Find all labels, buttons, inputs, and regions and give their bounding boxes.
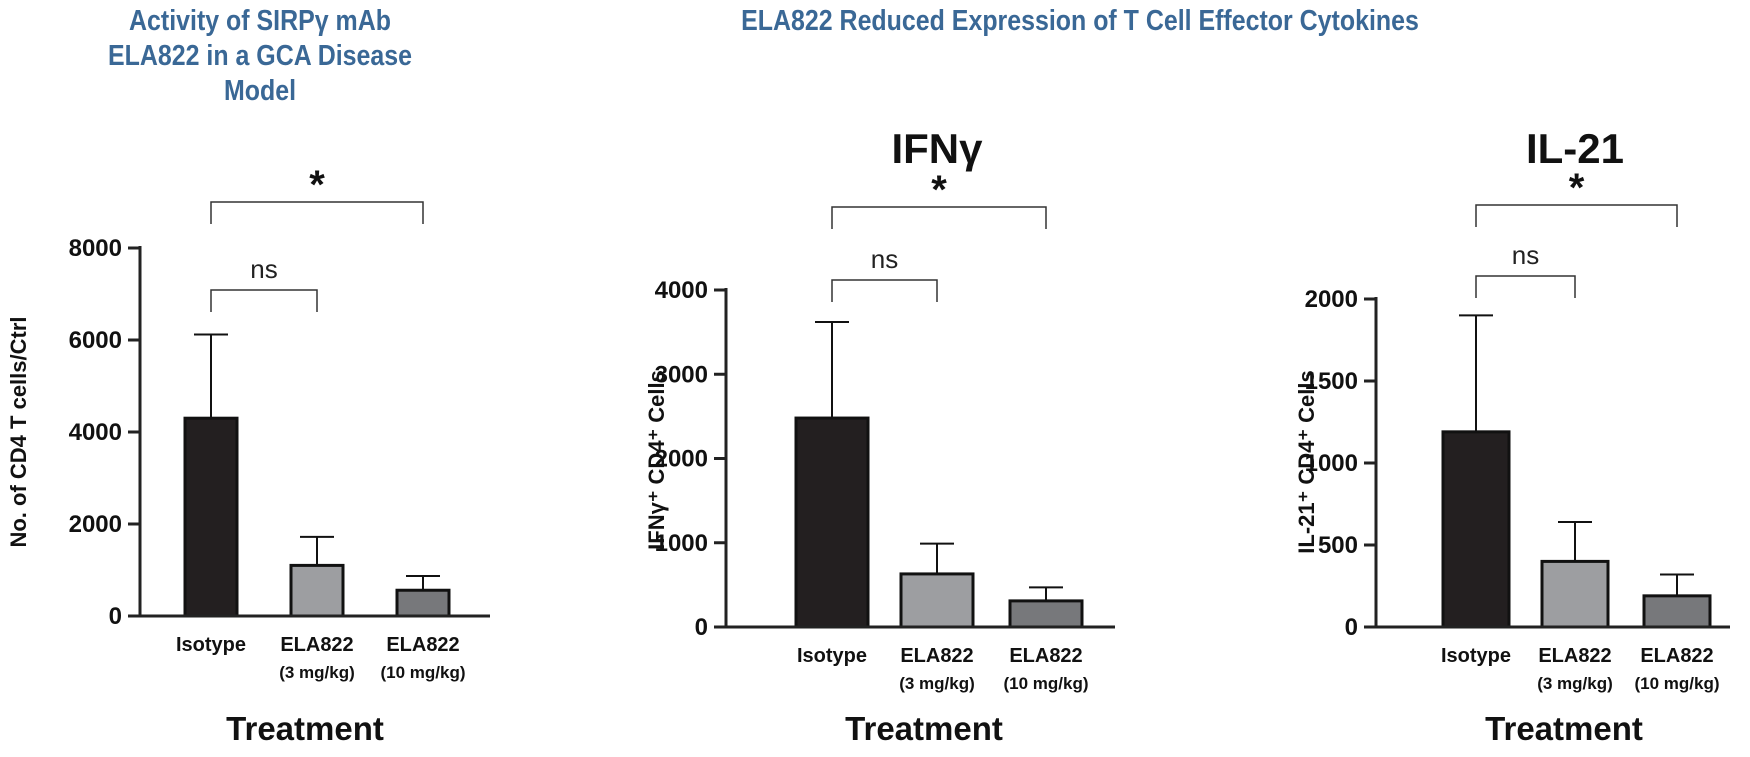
chart-1: 0 2000 4000 6000 8000 Isotype ELA822 (3 mg/kg) E…: [6, 163, 490, 747]
y-axis-label: IFNγ⁺ CD4⁺ Cells: [644, 370, 669, 550]
category-label-3: ELA822: [1640, 645, 1713, 667]
significance-bracket-1: [210, 289, 318, 312]
bar-3: [1008, 599, 1084, 629]
chart-3: IL-21 0 500 1000 1500 2000 Isotype ELA822 (3 mg/…: [1294, 125, 1730, 747]
category-sublabel-2: (3 mg/kg): [1537, 674, 1613, 693]
category-sublabel-2: (3 mg/kg): [899, 674, 975, 693]
category-label-2: ELA822: [900, 645, 973, 667]
category-sublabel-3: (10 mg/kg): [1634, 674, 1719, 693]
category-label-1: Isotype: [1441, 645, 1511, 667]
y-tick-label: 0: [109, 603, 122, 630]
category-sublabel-3: (10 mg/kg): [1003, 674, 1088, 693]
category-label-3: ELA822: [1009, 645, 1082, 667]
category-label-2: ELA822: [280, 634, 353, 656]
significance-bracket-1: [1475, 275, 1576, 298]
chart-title: IL-21: [1526, 125, 1624, 172]
x-axis-label: Treatment: [845, 710, 1003, 747]
y-tick-label: 3000: [655, 361, 708, 388]
y-axis-label: No. of CD4 T cells/Ctrl: [6, 316, 31, 547]
significance-bracket-2: [1475, 204, 1678, 227]
left-section-title: Activity of SIRPγ mAb ELA822 in a GCA Di…: [107, 5, 413, 107]
y-tick-label: 8000: [69, 235, 122, 262]
significance-label-2: *: [309, 163, 325, 207]
y-tick-label: 1000: [655, 530, 708, 557]
bar-3: [1642, 594, 1712, 629]
y-tick-label: 1500: [1305, 368, 1358, 395]
y-tick-label: 2000: [69, 511, 122, 538]
x-axis-label: Treatment: [1485, 710, 1643, 747]
category-label-1: Isotype: [797, 645, 867, 667]
bar-1: [183, 416, 239, 618]
y-tick-label: 6000: [69, 327, 122, 354]
y-tick-label: 1000: [1305, 450, 1358, 477]
bar-1: [794, 416, 870, 629]
category-label-2: ELA822: [1538, 645, 1611, 667]
significance-label-2: *: [931, 168, 947, 212]
chart-2: IFNγ 0 1000 2000 3000 4000 Isotype ELA822 (3 mg/…: [644, 125, 1115, 747]
right-section-title: ELA822 Reduced Expression of T Cell Effe…: [741, 5, 1419, 37]
y-tick-label: 4000: [655, 277, 708, 304]
category-label-3: ELA822: [386, 634, 459, 656]
y-tick-label: 2000: [1305, 286, 1358, 313]
category-sublabel-3: (10 mg/kg): [380, 663, 465, 682]
y-tick-label: 4000: [69, 419, 122, 446]
y-tick-label: 2000: [655, 446, 708, 473]
y-axis-label: IL-21⁺ CD4⁺ Cells: [1294, 370, 1319, 553]
bar-2: [899, 572, 975, 629]
significance-label-1: ns: [1512, 240, 1539, 270]
bar-2: [1540, 559, 1610, 629]
significance-label-1: ns: [250, 254, 277, 284]
significance-bracket-2: [831, 206, 1047, 229]
y-tick-label: 0: [695, 614, 708, 641]
bar-3: [395, 588, 451, 618]
significance-label-1: ns: [871, 244, 898, 274]
y-tick-label: 500: [1318, 532, 1358, 559]
y-tick-label: 0: [1345, 614, 1358, 641]
significance-bracket-2: [210, 201, 424, 224]
x-axis-label: Treatment: [226, 710, 384, 747]
bar-1: [1441, 430, 1511, 629]
category-sublabel-2: (3 mg/kg): [279, 663, 355, 682]
chart-title: IFNγ: [891, 125, 983, 172]
significance-bracket-1: [831, 279, 938, 302]
category-label-1: Isotype: [176, 634, 246, 656]
significance-label-2: *: [1569, 166, 1585, 210]
bar-2: [289, 563, 345, 618]
